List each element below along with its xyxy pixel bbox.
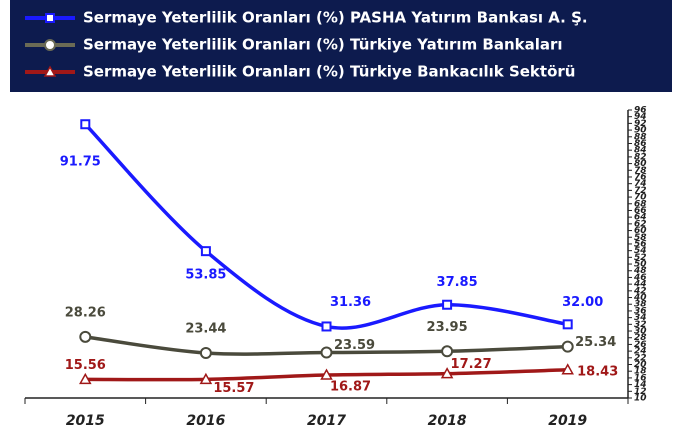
y-tick-label: 24 bbox=[634, 347, 647, 357]
data-label: 23.59 bbox=[334, 338, 375, 353]
y-tick-label: 16 bbox=[634, 373, 647, 383]
x-tick-label: 2018 bbox=[428, 413, 467, 429]
y-tick-label: 84 bbox=[634, 146, 647, 156]
x-tick-label: 2019 bbox=[548, 413, 587, 429]
data-label: 16.87 bbox=[330, 379, 371, 394]
data-label: 15.57 bbox=[213, 381, 254, 396]
y-tick-label: 14 bbox=[634, 380, 647, 390]
marker bbox=[562, 319, 573, 330]
y-tick-label: 88 bbox=[634, 132, 647, 142]
legend-background bbox=[10, 0, 672, 92]
data-label: 25.34 bbox=[575, 335, 616, 350]
legend-label: Sermaye Yeterlilik Oranları (%) Türkiye … bbox=[83, 63, 575, 81]
y-tick-label: 74 bbox=[634, 179, 647, 189]
y-tick-label: 52 bbox=[634, 253, 647, 263]
y-tick-label: 76 bbox=[634, 172, 647, 182]
x-tick-label: 2016 bbox=[186, 413, 225, 429]
marker bbox=[79, 330, 92, 343]
data-label: 31.36 bbox=[330, 295, 371, 310]
y-tick-label: 36 bbox=[634, 306, 647, 316]
data-label: 17.27 bbox=[451, 357, 492, 372]
y-tick-label: 40 bbox=[633, 293, 647, 303]
y-tick-label: 58 bbox=[634, 233, 647, 243]
marker bbox=[199, 346, 212, 359]
marker bbox=[320, 346, 333, 359]
data-label: 23.44 bbox=[185, 321, 226, 336]
y-tick-label: 70 bbox=[634, 193, 647, 203]
y-tick-label: 30 bbox=[634, 327, 647, 337]
marker bbox=[440, 367, 454, 379]
marker bbox=[320, 368, 333, 380]
marker bbox=[200, 246, 211, 257]
x-tick-label: 2017 bbox=[307, 413, 346, 429]
data-label: 23.95 bbox=[427, 320, 468, 335]
y-tick-label: 80 bbox=[634, 159, 647, 169]
data-label: 15.56 bbox=[65, 358, 106, 373]
y-tick-label: 10 bbox=[634, 394, 647, 404]
y-tick-label: 96 bbox=[634, 106, 647, 116]
marker bbox=[80, 119, 91, 130]
y-tick-label: 78 bbox=[634, 166, 647, 176]
legend-label: Sermaye Yeterlilik Oranları (%) Türkiye … bbox=[83, 36, 563, 54]
y-tick-label: 66 bbox=[634, 206, 647, 216]
x-tick-label: 2015 bbox=[66, 413, 105, 429]
series-line bbox=[84, 123, 568, 330]
data-label: 28.26 bbox=[65, 305, 106, 320]
marker bbox=[45, 13, 55, 23]
y-tick-label: 86 bbox=[634, 139, 647, 149]
marker bbox=[43, 65, 57, 77]
y-tick-label: 46 bbox=[633, 273, 647, 283]
y-tick-label: 62 bbox=[634, 219, 647, 229]
y-tick-label: 42 bbox=[633, 286, 647, 296]
y-tick-label: 34 bbox=[634, 313, 647, 323]
y-tick-label: 20 bbox=[634, 360, 647, 370]
y-tick-label: 38 bbox=[634, 300, 647, 310]
y-tick-label: 50 bbox=[634, 260, 647, 270]
marker bbox=[442, 299, 453, 310]
legend-label: Sermaye Yeterlilik Oranları (%) PASHA Ya… bbox=[83, 9, 588, 27]
y-tick-label: 44 bbox=[633, 280, 647, 290]
y-tick-label: 64 bbox=[634, 213, 647, 223]
data-label: 91.75 bbox=[60, 155, 101, 170]
marker bbox=[561, 340, 574, 353]
data-label: 37.85 bbox=[437, 275, 478, 290]
marker bbox=[79, 372, 92, 385]
marker bbox=[441, 345, 454, 358]
y-tick-label: 82 bbox=[634, 152, 647, 162]
data-label: 32.00 bbox=[562, 295, 603, 310]
y-tick-label: 68 bbox=[634, 199, 647, 209]
marker bbox=[321, 321, 332, 332]
marker bbox=[561, 363, 574, 375]
y-tick-label: 60 bbox=[634, 226, 647, 236]
y-tick-label: 90 bbox=[634, 126, 647, 136]
y-tick-label: 94 bbox=[634, 112, 647, 122]
y-tick-label: 22 bbox=[634, 353, 647, 363]
y-tick-label: 56 bbox=[634, 239, 647, 249]
data-label: 53.85 bbox=[185, 268, 226, 283]
y-tick-label: 54 bbox=[634, 246, 647, 256]
y-tick-label: 92 bbox=[634, 119, 647, 129]
data-label: 18.43 bbox=[577, 364, 618, 379]
y-tick-label: 12 bbox=[634, 387, 647, 397]
marker bbox=[199, 372, 213, 385]
y-tick-label: 32 bbox=[634, 320, 647, 330]
y-tick-label: 26 bbox=[634, 340, 647, 350]
y-tick-label: 72 bbox=[634, 186, 647, 196]
y-tick-label: 28 bbox=[634, 333, 647, 343]
y-tick-label: 18 bbox=[634, 367, 647, 377]
y-tick-label: 48 bbox=[633, 266, 647, 276]
marker bbox=[44, 39, 56, 51]
